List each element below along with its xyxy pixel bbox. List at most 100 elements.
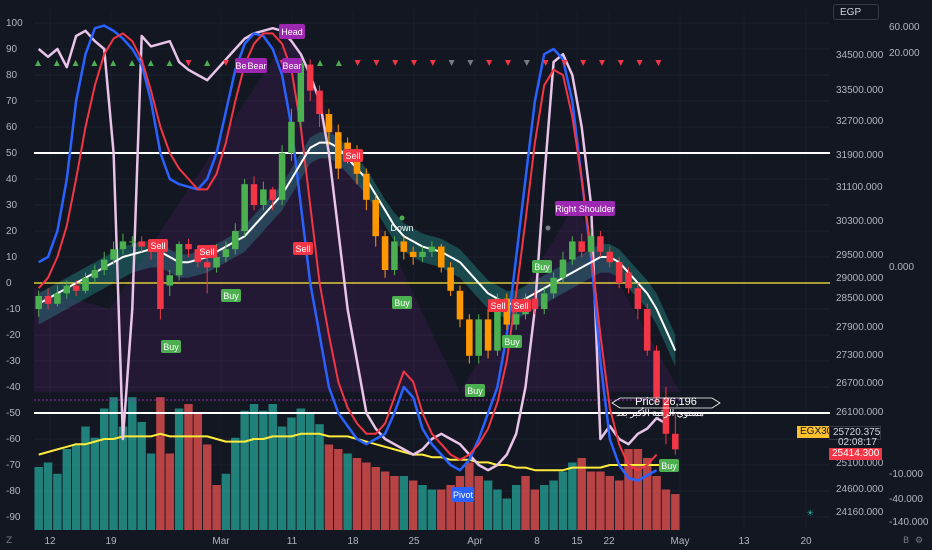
osc-tick-label: -10.000 — [889, 469, 923, 480]
down-triangle-marker — [523, 60, 530, 66]
right-price-axis: 34500.000 33500.000 32700.000 31900.000 3110… — [836, 50, 884, 518]
sell-signal-label: Sell — [150, 241, 165, 251]
candle-body — [175, 244, 183, 276]
last-price: 25720.375 — [833, 427, 881, 438]
buy-signal-box — [161, 340, 181, 353]
volume-bar — [128, 397, 137, 530]
time-tick-label: 11 — [287, 536, 298, 547]
rsi-line — [37, 26, 667, 472]
price-tick-label: 24160.000 — [836, 507, 884, 518]
volume-bar — [568, 462, 577, 530]
candle-body — [615, 262, 623, 283]
time-tick-label: 25 — [408, 536, 420, 547]
pattern-label-box — [282, 58, 302, 73]
volume-bar — [221, 473, 231, 530]
red-oscillator-line — [37, 32, 658, 472]
buy-signal-box — [465, 384, 485, 397]
sell-signal-box — [148, 239, 168, 252]
volume-bar — [249, 404, 259, 530]
osc-tick-label: -140.000 — [889, 517, 929, 528]
left-corner-icon[interactable]: Z — [6, 536, 13, 546]
last-price-tag: 25720.375 — [829, 426, 881, 440]
volume-bar — [511, 485, 521, 530]
volume-bar — [455, 476, 465, 530]
candle-body — [166, 275, 174, 286]
up-triangle-marker — [317, 60, 323, 66]
candle-body — [643, 309, 651, 351]
volume-bar — [643, 458, 652, 530]
price-tick-label: 26100.000 — [836, 407, 884, 418]
volume-bar — [296, 408, 306, 530]
volume-bar — [399, 476, 409, 530]
buy-signal-label: Buy — [504, 337, 520, 347]
left-tick-label: -60 — [6, 434, 21, 445]
up-triangle-marker — [72, 60, 79, 66]
candle-body — [587, 236, 595, 252]
volume-bar — [53, 473, 62, 530]
sell-signal-box — [488, 299, 508, 312]
volume-bar — [577, 458, 586, 530]
buy-signal-box — [659, 459, 679, 472]
down-triangle-marker — [373, 60, 380, 66]
volume-bar — [408, 480, 418, 530]
left-oscillator-axis: 1009080706050403020100-10-20-30-40-50-60… — [6, 18, 23, 523]
volume-bar — [334, 449, 343, 530]
buy-signal-label: Buy — [394, 298, 410, 308]
candle-body — [662, 397, 670, 434]
osc-tick-label: 0.000 — [889, 262, 914, 273]
up-triangle-marker — [166, 60, 173, 66]
volume-bar — [165, 453, 174, 530]
candlestick-series[interactable] — [35, 59, 679, 455]
volume-bar — [259, 410, 268, 530]
volume-bar — [137, 422, 146, 530]
time-tick-label: 19 — [105, 536, 117, 547]
volume-bar — [156, 397, 165, 530]
down-triangle-marker — [223, 60, 229, 66]
volume-bar — [661, 489, 671, 530]
price-annotation: Price 26,196 — [635, 396, 697, 408]
leaf-icon: ☀ — [806, 509, 815, 519]
down-triangle-marker — [429, 60, 436, 66]
signal-labels: Sell Sell Sell Sell Sell Sell Buy Buy Buy Buy Buy B… — [148, 149, 679, 472]
volume-bar — [324, 444, 334, 530]
down-triangle-marker — [185, 60, 192, 66]
pattern-label: Right Shoulder — [555, 204, 615, 214]
down-triangle-marker — [636, 60, 643, 66]
up-triangle-marker — [129, 60, 135, 66]
volume-bar — [240, 410, 249, 530]
candle-body — [353, 150, 361, 174]
pattern-dot — [545, 225, 551, 231]
left-tick-label: 70 — [6, 96, 18, 107]
candle-body — [400, 241, 408, 252]
candle-body — [288, 121, 295, 153]
volume-bar — [371, 467, 380, 530]
top-triangle-markers — [35, 60, 662, 66]
left-tick-label: 0 — [6, 278, 12, 289]
left-tick-label: -10 — [6, 304, 21, 315]
volume-bar — [231, 437, 240, 530]
left-tick-label: 80 — [6, 70, 18, 81]
gear-icon[interactable]: ⚙ — [915, 536, 924, 546]
candle-body — [157, 251, 164, 309]
currency-selector[interactable]: EGP — [833, 4, 879, 20]
buy-signal-label: Buy — [661, 461, 677, 471]
up-triangle-marker — [147, 60, 154, 66]
volume-bar — [502, 498, 512, 530]
candle-body — [325, 114, 333, 133]
candle-body — [129, 241, 136, 243]
pattern-label-box — [279, 24, 305, 39]
osc-tick-label: -40.000 — [889, 494, 923, 505]
candle-body — [363, 173, 370, 200]
sell-signal-box — [343, 149, 363, 162]
right-corner-icon[interactable]: B — [903, 536, 910, 546]
volume-bar — [212, 485, 221, 530]
candle-body — [297, 64, 305, 122]
pattern-label: Pivot — [453, 490, 474, 500]
sell-signal-label: Sell — [513, 301, 528, 311]
candle-body — [653, 350, 660, 398]
pattern-label-box — [247, 58, 267, 73]
pattern-label: Bear — [247, 61, 266, 71]
candle-body — [110, 249, 117, 260]
buy-signal-label: Buy — [534, 262, 550, 272]
